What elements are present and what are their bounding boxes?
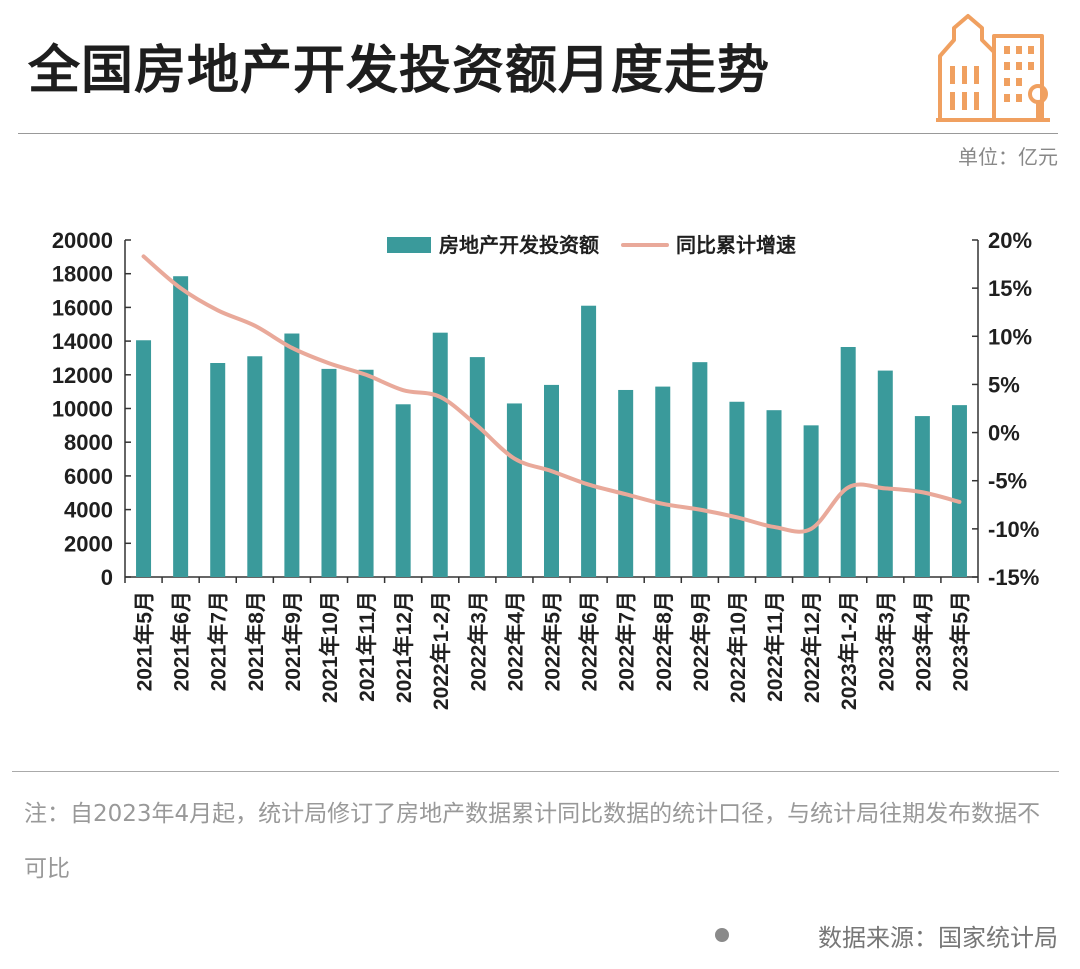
legend-bar-swatch <box>387 237 431 253</box>
x-tick-label: 2022年5月 <box>541 591 565 691</box>
legend-bar-label: 房地产开发投资额 <box>439 233 599 257</box>
x-tick-label: 2021年10月 <box>318 591 342 703</box>
x-tick-label: 2021年12月 <box>392 591 416 703</box>
data-source: 数据来源：国家统计局 <box>818 924 1058 952</box>
y-tick-label-left: 16000 <box>52 295 113 320</box>
y-tick-label-right: 5% <box>988 372 1020 397</box>
y-tick-label-right: -10% <box>988 517 1039 542</box>
page-title: 全国房地产开发投资额月度走势 <box>28 41 771 101</box>
x-tick-label: 2021年8月 <box>244 591 268 691</box>
x-tick-label: 2023年5月 <box>948 591 972 691</box>
bar <box>618 389 634 577</box>
y-tick-label-right: -5% <box>988 469 1027 494</box>
chart: 0 2000 4000 6000 8000 10000 12000 14000 16000 180… <box>52 228 1040 710</box>
bar <box>877 370 893 577</box>
x-tick-label: 2023年1-2月 <box>837 591 861 710</box>
bar <box>469 357 485 577</box>
bar <box>210 363 226 577</box>
bar <box>914 416 930 577</box>
bar <box>395 404 411 577</box>
y-tick-label-left: 4000 <box>64 498 113 523</box>
bar <box>321 368 337 577</box>
bar <box>173 276 189 577</box>
y-tick-label-right: 15% <box>988 276 1032 301</box>
y-tick-label-left: 8000 <box>64 430 113 455</box>
source-bullet <box>715 928 729 942</box>
x-tick-label: 2021年9月 <box>281 591 305 691</box>
x-tick-label: 2022年10月 <box>726 591 750 703</box>
x-tick-label: 2022年7月 <box>615 591 639 691</box>
building-icon <box>936 14 1050 122</box>
x-tick-label: 2021年6月 <box>170 591 194 691</box>
bar <box>729 401 745 577</box>
x-tick-label: 2022年9月 <box>689 591 713 691</box>
x-tick-label: 2023年3月 <box>874 591 898 691</box>
bar <box>803 425 819 577</box>
bar <box>951 405 967 577</box>
x-tick-label: 2022年4月 <box>503 591 527 691</box>
x-tick-label: 2021年5月 <box>133 591 157 691</box>
bar <box>136 340 152 577</box>
bar <box>655 386 671 577</box>
legend-line-label: 同比累计增速 <box>676 233 796 257</box>
bar <box>432 332 448 577</box>
bar <box>247 356 263 577</box>
unit-label: 单位：亿元 <box>958 145 1058 169</box>
y-tick-label-left: 12000 <box>52 363 113 388</box>
y-tick-label-right: 10% <box>988 324 1032 349</box>
bar <box>284 333 300 577</box>
y-tick-label-left: 20000 <box>52 228 113 253</box>
x-tick-label: 2022年8月 <box>652 591 676 691</box>
bar <box>544 384 559 577</box>
bar <box>358 369 374 577</box>
x-tick-label: 2022年3月 <box>466 591 490 691</box>
y-tick-label-left: 10000 <box>52 397 113 422</box>
y-tick-label-left: 2000 <box>64 531 113 556</box>
bar <box>506 403 522 577</box>
y-tick-label-left: 18000 <box>52 262 113 287</box>
x-tick-label: 2022年11月 <box>763 591 787 702</box>
header-divider <box>18 133 1058 134</box>
y-tick-label-left: 0 <box>101 565 113 590</box>
y-tick-label-right: -15% <box>988 565 1039 590</box>
footer-divider <box>12 771 1059 772</box>
bar <box>692 362 708 577</box>
x-tick-label: 2023年4月 <box>911 591 935 691</box>
y-tick-label-left: 6000 <box>64 464 113 489</box>
y-tick-label-left: 14000 <box>52 329 113 354</box>
x-tick-label: 2022年12月 <box>800 591 824 703</box>
y-tick-label-right: 0% <box>988 421 1020 446</box>
x-tick-label: 2021年11月 <box>355 591 379 702</box>
bar <box>766 410 782 577</box>
x-tick-label: 2022年1-2月 <box>429 591 453 710</box>
bar <box>840 346 856 577</box>
footnote: 注：自2023年4月起，统计局修订了房地产数据累计同比数据的统计口径，与统计局往… <box>24 801 1041 882</box>
x-tick-label: 2021年7月 <box>207 591 231 691</box>
x-tick-label: 2022年6月 <box>578 591 602 691</box>
bar <box>581 305 597 577</box>
y-tick-label-right: 20% <box>988 228 1032 253</box>
